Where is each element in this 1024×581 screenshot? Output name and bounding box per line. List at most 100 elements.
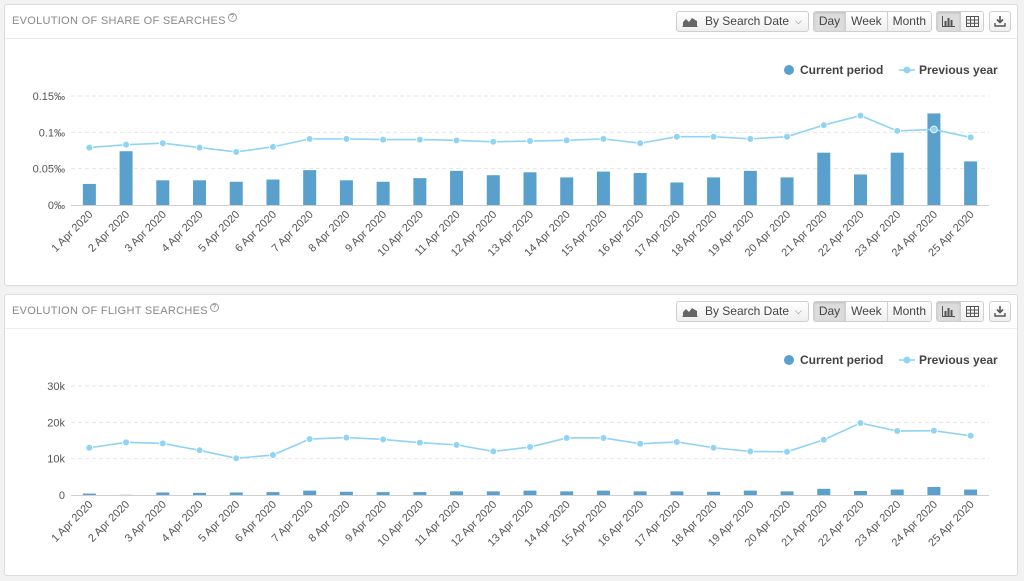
point-previous-year [232, 148, 241, 156]
point-previous-year [599, 434, 608, 442]
bar-current-period [596, 490, 610, 495]
point-previous-year [379, 435, 387, 444]
bar-current-period [817, 488, 831, 495]
view-selector [936, 10, 984, 32]
table-view-button[interactable] [960, 301, 983, 321]
date-mode-dropdown[interactable]: By Search Date ⌵ [675, 300, 809, 322]
bar-current-period [853, 174, 867, 205]
point-previous-year [783, 132, 791, 141]
bar-current-period [413, 492, 427, 495]
bar-current-period [266, 179, 280, 205]
point-previous-year [930, 426, 938, 435]
chart-toolbar: By Search Date ⌵ Day Week Month [675, 10, 1011, 32]
point-previous-year [85, 143, 94, 152]
granularity-day-button[interactable]: Day [813, 301, 846, 321]
legend-current-period-marker [784, 355, 794, 365]
download-button[interactable] [989, 300, 1011, 322]
granularity-week-button[interactable]: Week [845, 301, 887, 321]
view-selector [936, 300, 984, 322]
point-previous-year [673, 438, 681, 446]
bar-current-period [707, 491, 721, 495]
point-previous-year [342, 135, 351, 143]
granularity-week-button[interactable]: Week [845, 11, 887, 31]
granularity-selector: Day Week Month [812, 10, 932, 32]
bar-current-period [339, 180, 353, 205]
panel-header: EVOLUTION OF FLIGHT SEARCHES? By Search … [5, 295, 1017, 329]
point-previous-year [85, 443, 94, 452]
bar-current-period [780, 491, 794, 495]
point-previous-year [195, 143, 204, 152]
granularity-month-button[interactable]: Month [886, 301, 931, 321]
point-previous-year [966, 133, 975, 142]
bar-current-period [376, 492, 390, 495]
point-previous-year [452, 441, 461, 449]
date-mode-label: By Search Date [704, 14, 789, 28]
legend-previous-year-label: Previous year [919, 63, 998, 77]
point-previous-year [893, 427, 901, 435]
bar-current-period [266, 492, 280, 495]
bar-current-period [817, 152, 831, 205]
bar-current-period [82, 493, 96, 495]
bar-current-period [376, 181, 390, 205]
bar-current-period [193, 180, 207, 205]
y-tick-label: 10k [47, 454, 65, 466]
point-previous-year [783, 447, 791, 456]
point-previous-year [893, 127, 901, 135]
panel-title-text: EVOLUTION OF FLIGHT SEARCHES [12, 305, 208, 317]
bar-current-period [670, 491, 684, 495]
point-previous-year [526, 443, 534, 451]
chart-view-button[interactable] [937, 11, 960, 31]
bar-current-period [964, 161, 978, 205]
line-previous-year [89, 114, 971, 153]
bar-current-period [596, 171, 610, 205]
panel-title: EVOLUTION OF SHARE OF SEARCHES? [12, 13, 237, 27]
chevron-down-icon: ⌵ [795, 15, 802, 26]
help-icon[interactable]: ? [227, 13, 237, 22]
help-icon[interactable]: ? [209, 303, 219, 312]
table-view-button[interactable] [960, 11, 983, 31]
y-tick-label: 30k [47, 381, 65, 393]
y-tick-label: 0.05‰ [33, 164, 65, 176]
point-previous-year [599, 135, 608, 143]
point-previous-year [122, 438, 130, 447]
point-previous-year [930, 125, 938, 134]
point-previous-year [452, 136, 461, 145]
bar-current-period [450, 170, 464, 205]
download-icon [994, 306, 1006, 317]
bar-current-period [964, 489, 978, 495]
download-button[interactable] [989, 10, 1011, 32]
bar-current-period [413, 178, 427, 205]
bar-current-period [633, 173, 647, 205]
point-previous-year [159, 439, 167, 448]
panel-header: EVOLUTION OF SHARE OF SEARCHES? By Searc… [5, 5, 1017, 39]
area-chart-icon [682, 308, 698, 317]
bar-current-period [743, 490, 757, 495]
point-previous-year [709, 132, 718, 141]
point-previous-year [562, 434, 571, 442]
granularity-day-button[interactable]: Day [813, 11, 846, 31]
point-previous-year [636, 439, 644, 448]
date-mode-dropdown[interactable]: By Search Date ⌵ [675, 10, 809, 32]
legend-previous-year-label: Previous year [919, 353, 998, 367]
legend-current-period-label: Current period [800, 63, 883, 77]
point-previous-year [305, 135, 314, 143]
granularity-month-button[interactable]: Month [886, 11, 931, 31]
point-previous-year [342, 433, 351, 442]
point-previous-year [562, 136, 571, 145]
point-previous-year [673, 132, 681, 141]
point-previous-year [709, 443, 718, 452]
y-tick-label: 20k [47, 417, 65, 429]
point-previous-year [489, 137, 498, 146]
point-previous-year [416, 135, 424, 144]
bar-current-period [780, 177, 794, 205]
chart-view-button[interactable] [937, 301, 960, 321]
y-tick-label: 0 [59, 490, 65, 502]
y-tick-label: 0.15‰ [33, 91, 65, 103]
chart-toolbar: By Search Date ⌵ Day Week Month [675, 300, 1011, 322]
bar-current-period [560, 177, 574, 205]
bar-current-period [523, 490, 537, 495]
granularity-selector: Day Week Month [812, 300, 932, 322]
bar-current-period [82, 183, 96, 205]
bar-current-period [927, 113, 941, 205]
